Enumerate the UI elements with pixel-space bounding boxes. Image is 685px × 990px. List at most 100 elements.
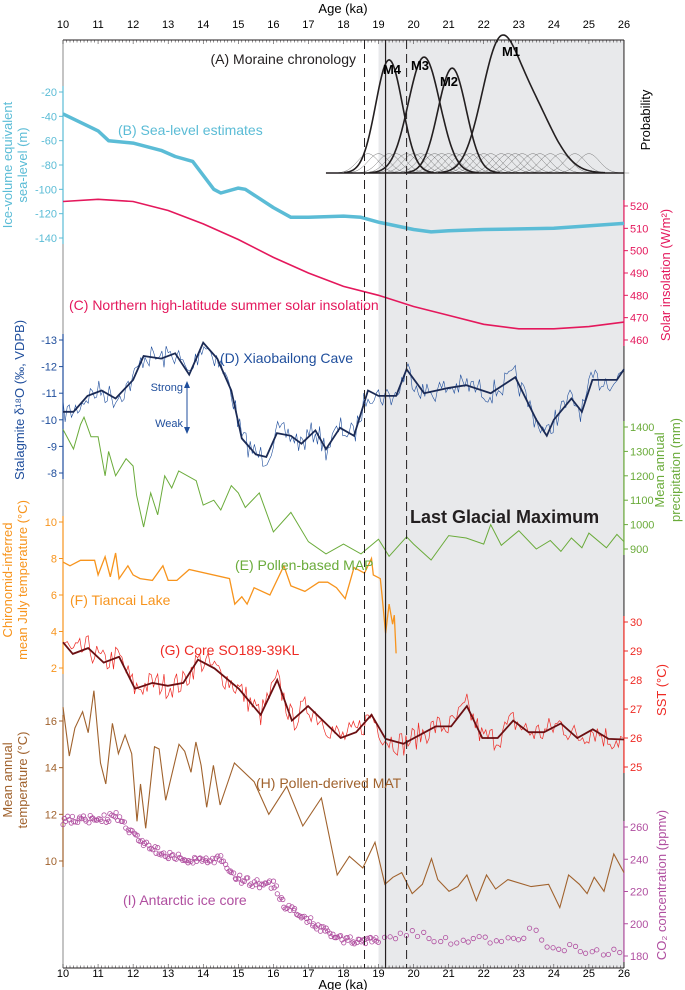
- co2-data-point: [256, 885, 263, 891]
- co2-data-point: [218, 853, 224, 859]
- bottom-axis-tick-label: 17: [302, 968, 314, 980]
- y-axis-tick-label-C: 510: [630, 223, 648, 235]
- co2-data-point: [426, 935, 432, 942]
- co2-data-point: [153, 850, 159, 856]
- co2-data-point: [177, 854, 183, 861]
- y-axis-tick-label-B: -100: [35, 184, 57, 196]
- co2-data-point: [270, 878, 277, 884]
- co2-data-point: [322, 928, 328, 934]
- co2-data-point: [556, 946, 562, 952]
- sst-axis-label: SST (°C): [654, 664, 669, 716]
- co2-data-point: [200, 856, 206, 862]
- insolation-line: [62, 198, 625, 330]
- co2-data-point: [206, 858, 212, 864]
- map-axis-label-2: precipitation (mm): [668, 418, 683, 522]
- y-axis-tick-label-F: 2: [51, 663, 57, 675]
- d18o-axis-label: Stalagmite δ¹⁸O (‰, VDPB): [12, 320, 27, 480]
- co2-data-point: [465, 939, 471, 945]
- co2-data-point: [611, 946, 617, 952]
- insolation-axis-label: Solar insolation (W/m²): [658, 209, 673, 341]
- co2-data-point: [77, 814, 83, 820]
- weak-label: Weak: [155, 418, 183, 430]
- top-axis-tick-label: 14: [197, 19, 209, 31]
- y-axis-tick-label-E: 900: [630, 544, 648, 556]
- co2-data-point: [594, 947, 600, 953]
- co2-data-point: [544, 944, 550, 950]
- co2-data-point: [572, 943, 579, 949]
- co2-data-point: [318, 924, 324, 930]
- y-axis-tick-label-G: 28: [630, 675, 642, 687]
- top-axis-tick-label: 23: [513, 19, 525, 31]
- y-axis-tick-label-B: -20: [41, 87, 57, 99]
- co2-data-point: [60, 821, 66, 828]
- y-axis-tick-label-G: 26: [630, 733, 642, 745]
- co2-data-point: [306, 918, 312, 924]
- panel-d-label: (D) Xiaobailong Cave: [220, 350, 353, 366]
- y-axis-tick-label-B: -80: [41, 160, 57, 172]
- co2-data-point: [487, 940, 493, 946]
- top-axis-tick-label: 11: [92, 19, 103, 31]
- co2-data-point: [373, 935, 379, 941]
- probability-axis-label: Probability: [638, 89, 653, 150]
- co2-data-point: [409, 928, 415, 934]
- sst-smoothed-line: [62, 641, 625, 745]
- co2-data-point: [567, 941, 573, 948]
- top-axis-tick-label: 18: [337, 19, 349, 31]
- top-axis-tick-label: 15: [232, 19, 244, 31]
- co2-data-point: [266, 878, 273, 884]
- co2-data-point: [175, 851, 182, 857]
- sst-raw-line: [62, 635, 623, 756]
- top-axis-tick-label: 16: [267, 19, 279, 31]
- y-axis-tick-label-D: -13: [41, 335, 57, 347]
- co2-data-point: [582, 950, 589, 956]
- bottom-axis-tick-label: 24: [548, 968, 560, 980]
- y-axis-tick-label-D: -12: [41, 362, 57, 374]
- co2-data-point: [351, 941, 357, 947]
- y-axis-tick-label-B: -40: [41, 111, 57, 123]
- strong-label: Strong: [151, 382, 183, 394]
- peak-label-m4: M4: [383, 62, 402, 77]
- y-axis-tick-label-C: 470: [630, 313, 648, 325]
- bottom-axis-tick-label: 10: [57, 968, 69, 980]
- y-axis-tick-label-D: -11: [42, 388, 57, 400]
- co2-data-point: [521, 935, 527, 941]
- co2-data-point: [470, 935, 476, 942]
- co2-data-point: [493, 938, 499, 944]
- bottom-axis-tick-label: 14: [197, 968, 209, 980]
- co2-data-point: [291, 906, 298, 912]
- co2-data-point: [69, 813, 75, 820]
- panel-e-label: (E) Pollen-based MAP: [235, 557, 374, 573]
- co2-data-point: [117, 814, 123, 820]
- co2-data-point: [155, 845, 161, 851]
- co2-data-point: [438, 938, 444, 945]
- bottom-axis-tick-label: 19: [372, 968, 384, 980]
- y-axis-tick-label-E: 1100: [630, 495, 654, 507]
- y-axis-tick-label-B: -120: [35, 209, 57, 221]
- top-axis-tick-label: 19: [372, 19, 384, 31]
- y-axis-tick-label-E: 1000: [630, 520, 654, 532]
- co2-data-point: [600, 952, 607, 958]
- co2-data-point: [550, 945, 556, 951]
- pollen-mat-line: [62, 690, 625, 910]
- y-axis-tick-label-B: -60: [41, 136, 57, 148]
- co2-data-point: [254, 877, 260, 883]
- top-axis-tick-label: 22: [478, 19, 490, 31]
- top-axis-tick-label: 20: [407, 19, 419, 31]
- co2-data-point: [169, 852, 175, 858]
- mat-axis-label-1: Mean annual: [0, 742, 15, 817]
- panel-h-label: (H) Pollen-derived MAT: [256, 775, 402, 791]
- co2-data-point: [397, 930, 403, 936]
- co2-data-point: [448, 941, 454, 947]
- y-axis-tick-label-D: -10: [41, 415, 57, 427]
- bottom-axis-tick-label: 20: [407, 968, 419, 980]
- co2-data-point: [344, 934, 350, 941]
- pollen-map-line: [62, 415, 625, 561]
- co2-data-point: [589, 949, 595, 955]
- co2-data-point: [286, 902, 292, 909]
- y-axis-tick-label-G: 30: [630, 617, 642, 629]
- co2-data-point: [203, 855, 209, 861]
- map-axis-label-1: Mean annual: [652, 432, 667, 507]
- moraine-peak-m1: [438, 34, 605, 174]
- co2-data-point: [253, 882, 259, 888]
- co2-data-point: [349, 940, 355, 946]
